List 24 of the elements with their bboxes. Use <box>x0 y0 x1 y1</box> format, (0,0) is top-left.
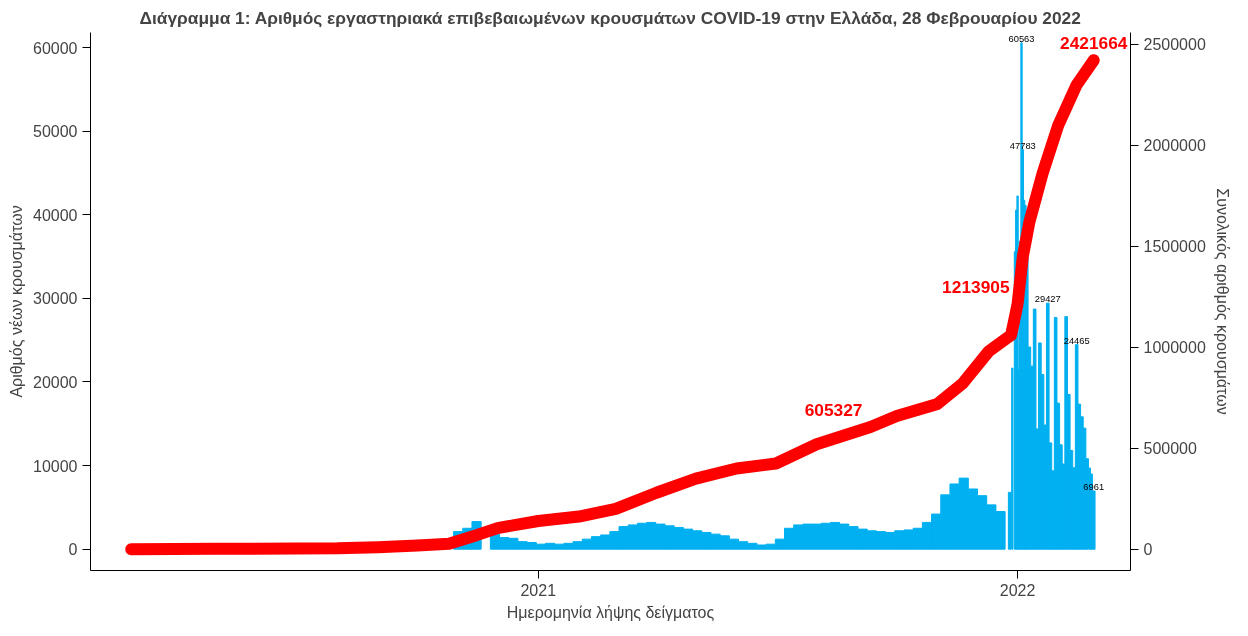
y2-tick-label: 2500000 <box>1143 36 1206 54</box>
y-axis-title: Αριθμός νέων κρουσμάτων <box>8 205 26 398</box>
data-label: 1213905 <box>942 277 1010 298</box>
data-label: 29427 <box>1034 294 1061 305</box>
y-tick-label: 0 <box>68 541 78 559</box>
y2-axis-title: Συνολικός αριθμός κρουσμάτων <box>1213 188 1231 415</box>
data-label: 2421664 <box>1060 33 1128 54</box>
x-tick-label: 2021 <box>520 581 557 599</box>
y2-tick-label: 2000000 <box>1143 137 1206 155</box>
x-axis-title: Ημερομηνία λήψης δείγματος <box>506 603 715 621</box>
data-label: 605327 <box>804 400 863 421</box>
x-tick-label: 2022 <box>999 581 1036 599</box>
y-tick-label: 30000 <box>33 290 78 308</box>
y-tick-label: 20000 <box>33 373 78 391</box>
y-tick-label: 60000 <box>33 39 78 57</box>
y2-tick-label: 1000000 <box>1143 339 1206 357</box>
chart-title: Διάγραμμα 1: Αριθμός εργαστηριακά επιβεβαιωμένων κρουσμάτων COVID-19 στην Ελλάδα, 28 Φεβρουαρίου 2022 <box>139 7 1081 28</box>
y-tick-label: 50000 <box>33 123 78 141</box>
y-tick-label: 40000 <box>33 206 78 224</box>
y2-tick-label: 500000 <box>1143 440 1197 458</box>
y2-tick-label: 0 <box>1143 541 1153 559</box>
data-label: 60563 <box>1008 33 1035 44</box>
y2-tick-label: 1500000 <box>1143 238 1206 256</box>
y-tick-label: 10000 <box>33 457 78 475</box>
